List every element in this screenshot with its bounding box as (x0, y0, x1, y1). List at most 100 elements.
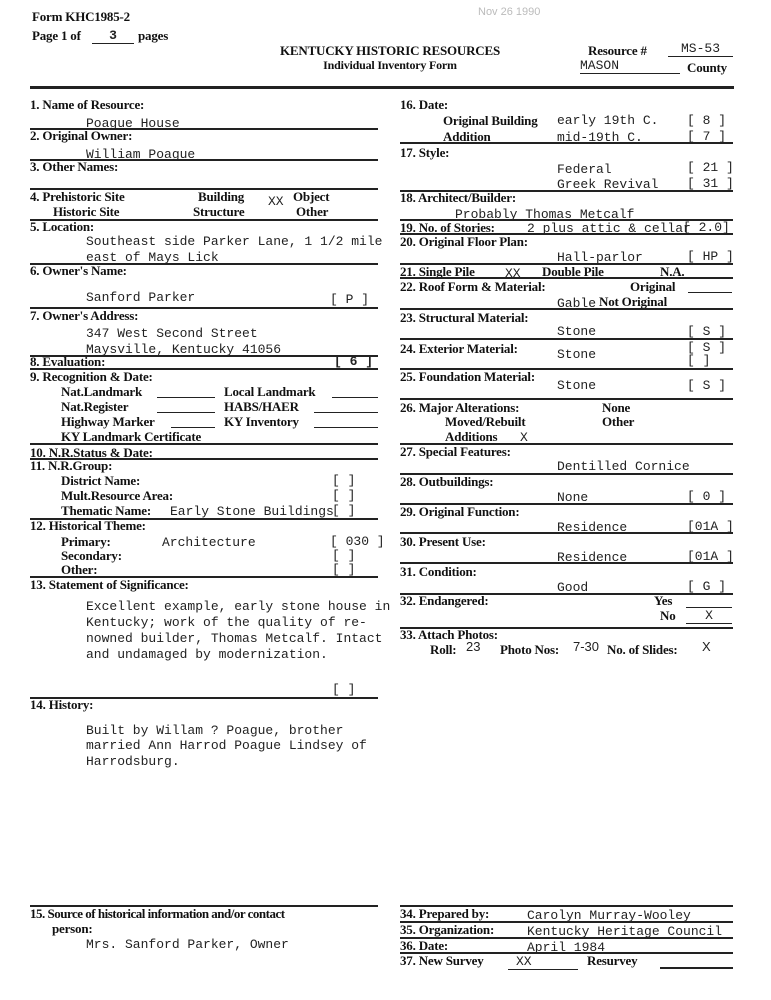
item-37-label: 37. New Survey (400, 953, 484, 968)
divider (400, 532, 733, 534)
owner-name: Sanford Parker (86, 290, 196, 305)
roof-value: Gable (557, 296, 597, 311)
item-11-label: 11. N.R.Group: (30, 458, 113, 473)
history-line: Harrodsburg. (86, 754, 180, 769)
item-28-label: 28. Outbuildings: (400, 474, 494, 489)
divider (400, 398, 733, 400)
item-22-label: 22. Roof Form & Material: (400, 279, 546, 294)
divider (400, 937, 733, 939)
divider (400, 190, 733, 192)
prepared-by-value: Carolyn Murray-Wooley (527, 908, 691, 923)
divider (30, 458, 378, 460)
divider (30, 263, 378, 265)
additions-label: Additions (445, 429, 498, 444)
double-pile-label: Double Pile (542, 264, 604, 279)
resurvey-blank (660, 967, 733, 969)
original-function-value: Residence (557, 520, 628, 535)
divider (400, 308, 733, 310)
form-title: KENTUCKY HISTORIC RESOURCES (280, 43, 500, 58)
new-survey-value: XX (508, 954, 578, 970)
ky-inventory-blank (314, 427, 378, 428)
original-building-label: Original Building (443, 113, 538, 128)
ky-cert-label: KY Landmark Certificate (61, 429, 202, 444)
item-6-label: 6. Owner's Name: (30, 263, 127, 278)
divider (400, 219, 733, 221)
page-prefix: Page 1 of (32, 28, 81, 43)
additions-mark: X (520, 430, 528, 445)
secondary-theme-label: Secondary: (61, 548, 122, 563)
history-line: Built by Willam ? Poague, brother (86, 723, 344, 738)
thematic-name-value: Early Stone Buildings (170, 504, 334, 519)
building-mark: XX (268, 194, 284, 209)
thematic-name-label: Thematic Name: (61, 503, 151, 518)
present-use-code: [01A ] (687, 549, 734, 564)
divider (400, 473, 733, 475)
divider (30, 576, 378, 578)
divider (400, 277, 733, 279)
item-23-label: 23. Structural Material: (400, 310, 529, 325)
addition-date: mid-19th C. (557, 130, 643, 145)
style-2-code: [ 31 ] (687, 176, 734, 191)
style-1-code: [ 21 ] (687, 160, 734, 175)
page-suffix: pages (138, 28, 169, 43)
building-label: Building (198, 189, 245, 204)
outbuildings-value: None (557, 490, 589, 505)
primary-theme-value: Architecture (162, 535, 256, 550)
divider (30, 518, 378, 520)
floor-plan-code: [ HP ] (687, 249, 734, 264)
structural-material-value: Stone (557, 324, 597, 339)
roll-value: 23 (466, 639, 481, 654)
item-20-label: 20. Original Floor Plan: (400, 234, 528, 249)
owner-code: [ P ] (330, 292, 370, 307)
item-26-label: 26. Major Alterations: (400, 400, 520, 415)
item-30-label: 30. Present Use: (400, 534, 486, 549)
history-line: married Ann Harrod Poague Lindsey of (86, 738, 367, 753)
resource-number: MS-53 (668, 41, 733, 57)
item-14-label: 14. History: (30, 697, 94, 712)
slides-label: No. of Slides: (607, 642, 678, 657)
foundation-material-code: [ S ] (687, 378, 727, 393)
original-function-code: [01A ] (687, 519, 734, 534)
endangered-yes-label: Yes (654, 593, 673, 608)
divider (400, 443, 733, 445)
item-3-label: 3. Other Names: (30, 159, 119, 174)
item-27-label: 27. Special Features: (400, 444, 511, 459)
item-8-label: 8. Evaluation: (30, 354, 106, 369)
divider (30, 443, 378, 445)
object-label: Object (293, 189, 330, 204)
divider (400, 233, 733, 235)
form-id: Form KHC1985-2 (32, 9, 130, 24)
item-21-label: 21. Single Pile (400, 264, 475, 279)
divider (400, 952, 733, 954)
exterior-material-code-2: [ ] (687, 353, 711, 368)
prepared-date-value: April 1984 (527, 940, 606, 955)
endangered-no-label: No (660, 608, 676, 623)
other-label: Other (296, 204, 329, 219)
divider (400, 263, 733, 265)
divider (400, 562, 733, 564)
historic-site-label: Historic Site (53, 204, 120, 219)
divider (30, 128, 378, 130)
owner-address-line-1: 347 West Second Street (86, 326, 258, 341)
resurvey-label: Resurvey (587, 953, 638, 968)
divider (400, 503, 733, 505)
item-5-label: 5. Location: (30, 219, 95, 234)
thematic-code: [ ] (332, 503, 356, 518)
roof-not-original-label: Not Original (599, 294, 668, 309)
nat-register-blank (157, 412, 215, 413)
special-features-value: Dentilled Cornice (557, 459, 690, 474)
endangered-yes-blank (686, 607, 732, 608)
district-name-label: District Name: (61, 473, 141, 488)
foundation-material-value: Stone (557, 378, 597, 393)
county-label: County (687, 60, 727, 75)
divider (30, 905, 378, 907)
significance-line: Kentucky; work of the quality of re- (86, 615, 367, 630)
other-theme-code: [ ] (332, 562, 356, 577)
item-36-label: 36. Date: (400, 938, 449, 953)
significance-line: Excellent example, early stone house in (86, 599, 391, 614)
item-15-label: 15. Source of historical information and… (30, 906, 285, 921)
divider (400, 593, 733, 595)
ky-inventory-label: KY Inventory (224, 414, 299, 429)
addition-code: [ 7 ] (687, 129, 727, 144)
none-label: None (602, 400, 631, 415)
